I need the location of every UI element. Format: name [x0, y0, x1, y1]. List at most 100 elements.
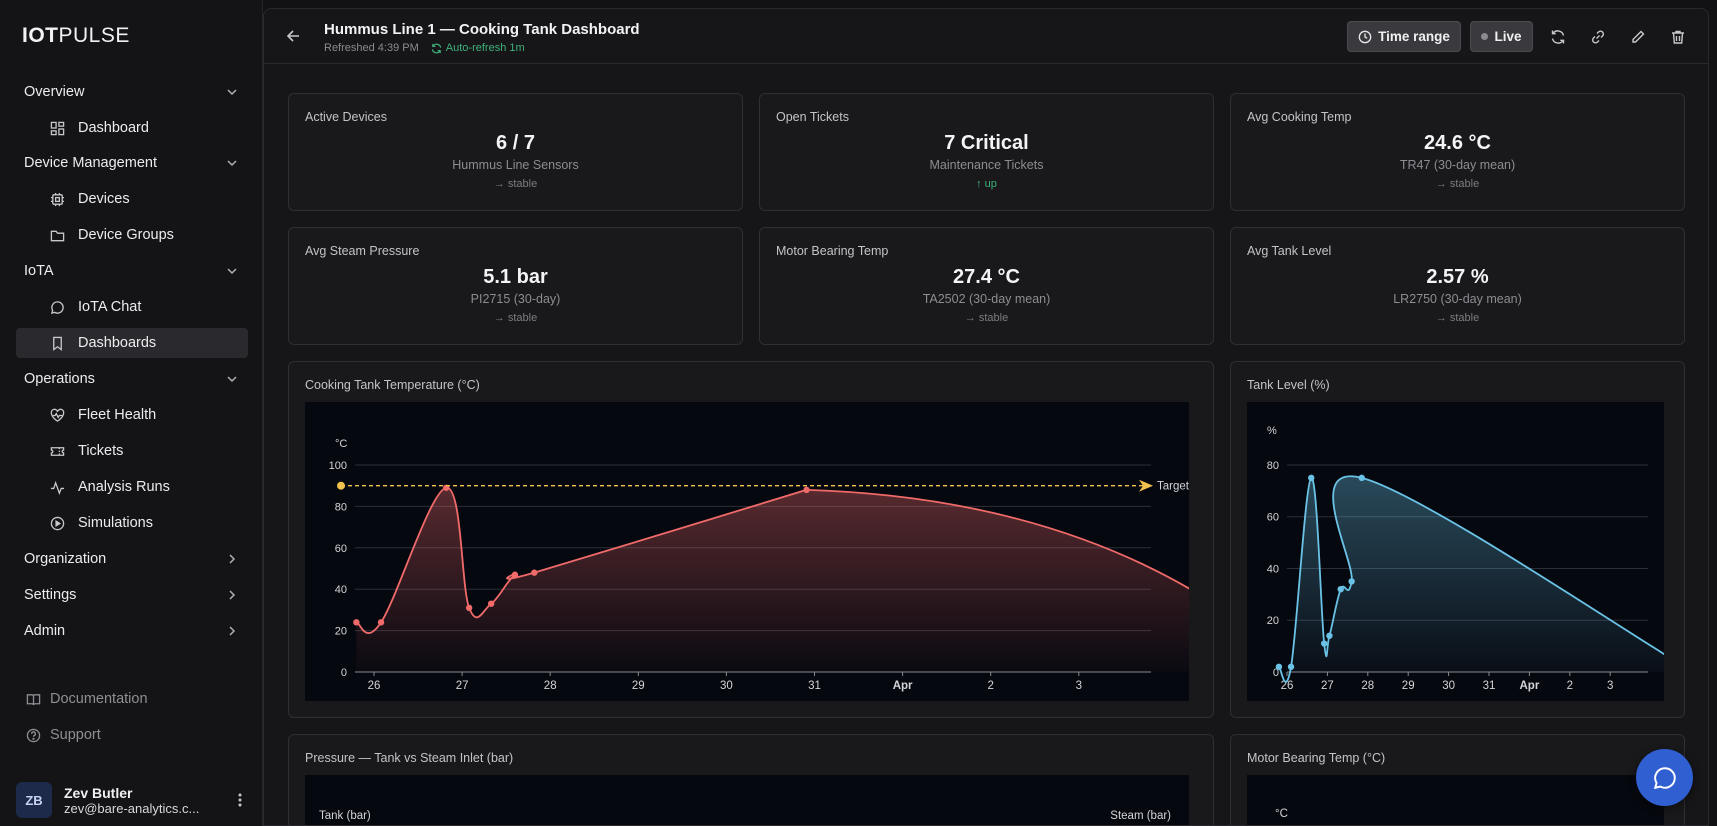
- temp-plot-area[interactable]: 0 20 40 60 80 100 °C 26 27 28 29 30 31 Apr 2 3 Target: [305, 402, 1245, 701]
- x-tick-label: 29: [1402, 680, 1415, 692]
- link-icon[interactable]: [1588, 27, 1608, 47]
- nav-section-admin[interactable]: Admin: [16, 616, 248, 646]
- auto-refresh-toggle[interactable]: Auto-refresh 1m: [431, 42, 525, 54]
- x-tick-label: 30: [1442, 680, 1455, 692]
- data-point: [353, 619, 360, 626]
- x-tick-label: 29: [632, 680, 645, 692]
- y-tick-label: 100: [329, 460, 347, 472]
- live-button[interactable]: Live: [1470, 21, 1533, 52]
- sidebar-item-tickets[interactable]: Tickets: [16, 436, 248, 466]
- data-point: [1275, 663, 1283, 671]
- x-tick-label: 27: [456, 680, 469, 692]
- x-tick-label: 26: [1281, 680, 1294, 692]
- nav-section-label: Organization: [24, 551, 107, 567]
- sidebar-item-label: Simulations: [78, 515, 153, 531]
- refresh-icon[interactable]: [1548, 27, 1568, 47]
- clock-icon: [1358, 30, 1372, 43]
- trash-icon[interactable]: [1668, 27, 1688, 47]
- x-tick-label: 30: [720, 680, 733, 692]
- chat-fab-button[interactable]: [1636, 749, 1693, 806]
- ticket-icon: [48, 442, 66, 460]
- x-tick-label: Apr: [1519, 680, 1539, 692]
- nav-section-label: Admin: [24, 623, 66, 639]
- pressure-left-axis-label: Tank (bar): [319, 810, 371, 822]
- x-tick-label: 28: [544, 680, 557, 692]
- refreshed-time: Refreshed 4:39 PM: [324, 42, 419, 54]
- nav-section-device-management[interactable]: Device Management: [16, 148, 248, 178]
- sidebar-item-label: Dashboards: [78, 335, 157, 351]
- sidebar-item-label: Device Groups: [78, 227, 174, 243]
- nav-section-label: IoTA: [24, 263, 54, 279]
- nav-section-iota[interactable]: IoTA: [16, 256, 248, 286]
- help-circle-icon: [24, 726, 42, 744]
- kpi-label: Avg Cooking Temp: [1247, 110, 1352, 124]
- y-axis-unit: °C: [335, 438, 347, 450]
- chat-bubble-icon: [1653, 766, 1676, 789]
- sidebar-item-devices[interactable]: Devices: [16, 184, 248, 214]
- kpi-trend: ↑ up: [976, 178, 997, 190]
- kpi-card-open-tickets: Open Tickets 7 Critical Maintenance Tick…: [759, 93, 1214, 211]
- chart-title: Motor Bearing Temp (°C): [1247, 751, 1386, 765]
- nav-section-overview[interactable]: Overview: [16, 77, 248, 107]
- logo[interactable]: IOTPULSE: [22, 24, 130, 47]
- series-line: [1278, 475, 1686, 683]
- x-tick-label: 26: [368, 680, 381, 692]
- x-tick-label: 27: [1321, 680, 1334, 692]
- dashboard-icon: [48, 119, 66, 137]
- sidebar-item-label: Dashboard: [78, 120, 149, 136]
- sidebar-item-simulations[interactable]: Simulations: [16, 508, 248, 538]
- chevron-down-icon: [224, 155, 240, 171]
- y-tick-label: 40: [335, 584, 347, 596]
- y-axis-unit: %: [1267, 425, 1277, 437]
- data-point: [1326, 632, 1333, 639]
- documentation-label: Documentation: [50, 691, 148, 707]
- sidebar-item-label: Tickets: [78, 443, 124, 459]
- kpi-card-avg-cooking-temp: Avg Cooking Temp 24.6 °C TR47 (30-day me…: [1230, 93, 1685, 211]
- chip-icon: [48, 190, 66, 208]
- sidebar-item-dashboards[interactable]: Dashboards: [16, 328, 248, 358]
- sidebar-item-fleet-health[interactable]: Fleet Health: [16, 400, 248, 430]
- sidebar-item-device-groups[interactable]: Device Groups: [16, 220, 248, 250]
- documentation-link[interactable]: Documentation: [16, 684, 248, 714]
- level-plot-area[interactable]: 0 20 40 60 80% 26 27 28 29 30 31 Apr 2 3: [1247, 402, 1689, 701]
- temp-chart-svg: 0 20 40 60 80 100 °C 26 27 28 29 30 31 Apr 2 3 Target: [329, 438, 1245, 692]
- nav-section-settings[interactable]: Settings: [16, 580, 248, 610]
- kpi-subtitle: Maintenance Tickets: [929, 158, 1044, 172]
- kpi-value: 27.4 °C: [953, 266, 1020, 288]
- x-tick-label: 28: [1361, 680, 1374, 692]
- sidebar-item-iota-chat[interactable]: IoTA Chat: [16, 292, 248, 322]
- nav-section-organization[interactable]: Organization: [16, 544, 248, 574]
- sidebar-item-dashboard[interactable]: Dashboard: [16, 113, 248, 143]
- time-range-button[interactable]: Time range: [1347, 21, 1461, 52]
- x-tick-label: 31: [1483, 680, 1496, 692]
- y-tick-label: 20: [1267, 615, 1279, 627]
- sidebar-item-analysis-runs[interactable]: Analysis Runs: [16, 472, 248, 502]
- dashboard-main: Hummus Line 1 — Cooking Tank Dashboard R…: [263, 8, 1709, 826]
- data-point: [531, 569, 538, 576]
- back-arrow-icon[interactable]: [284, 27, 302, 45]
- y-tick-label: 0: [341, 667, 347, 679]
- play-circle-icon: [48, 514, 66, 532]
- nav-section-operations[interactable]: Operations: [16, 364, 248, 394]
- kpi-subtitle: TR47 (30-day mean): [1399, 158, 1516, 172]
- kpi-card-motor-bearing-temp: Motor Bearing Temp 27.4 °C TA2502 (30-da…: [759, 227, 1214, 345]
- sidebar-item-label: Fleet Health: [78, 407, 157, 423]
- kpi-subtitle: Hummus Line Sensors: [452, 158, 579, 172]
- kpi-subtitle: TA2502 (30-day mean): [922, 292, 1051, 306]
- kpi-value: 7 Critical: [944, 132, 1029, 154]
- series-area: [356, 487, 1242, 672]
- chart-card-motor-temp: Motor Bearing Temp (°C) °C: [1230, 734, 1685, 825]
- pressure-plot-area[interactable]: Tank (bar) Steam (bar): [305, 775, 1189, 825]
- motor-plot-area[interactable]: °C: [1247, 775, 1664, 825]
- series-area: [1278, 476, 1685, 682]
- edit-pencil-icon[interactable]: [1628, 27, 1648, 47]
- x-tick-label: 3: [1076, 680, 1082, 692]
- heart-pulse-icon: [48, 406, 66, 424]
- data-point: [1348, 578, 1355, 585]
- data-point: [1287, 663, 1295, 671]
- refresh-status: Refreshed 4:39 PM Auto-refresh 1m: [324, 42, 525, 54]
- support-label: Support: [50, 727, 101, 743]
- support-link[interactable]: Support: [16, 720, 248, 750]
- more-vertical-icon[interactable]: [232, 790, 248, 810]
- user-profile[interactable]: ZB Zev Butler zev@bare-analytics.c...: [16, 782, 248, 818]
